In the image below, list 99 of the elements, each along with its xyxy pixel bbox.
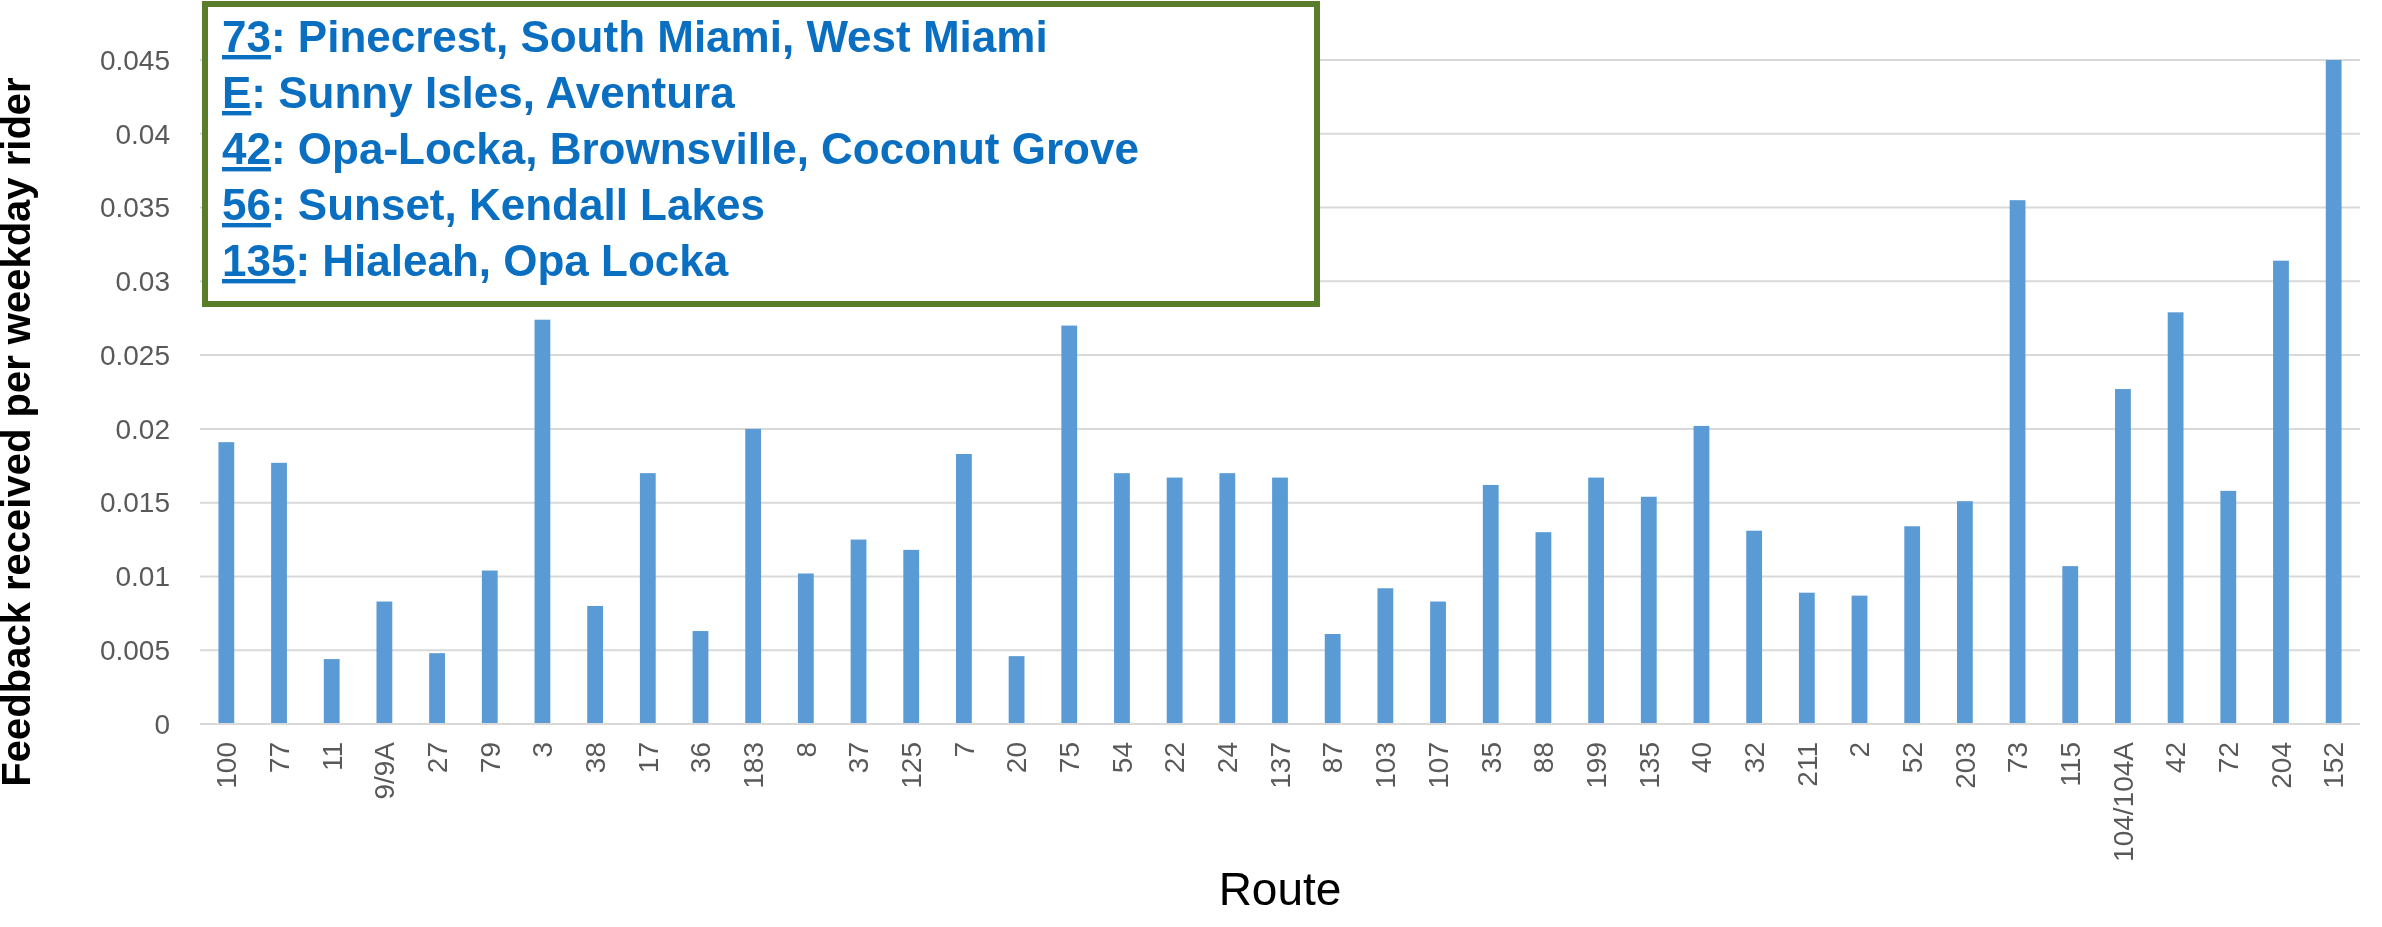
bar — [692, 631, 709, 724]
bar — [1588, 477, 1604, 724]
bar — [1535, 532, 1552, 724]
bar — [587, 605, 604, 724]
bar — [429, 653, 445, 724]
bar — [1430, 601, 1446, 724]
bar — [2273, 260, 2289, 724]
y-tick-label: 0.04 — [115, 118, 170, 150]
bar — [1798, 592, 1815, 724]
x-tick-label: 32 — [1738, 742, 1770, 774]
bar — [2009, 200, 2026, 724]
x-tick-label: 42 — [2160, 742, 2192, 774]
bar — [639, 473, 656, 724]
x-tick-label: 211 — [1791, 742, 1823, 787]
x-tick-label: 17 — [632, 742, 664, 774]
bar — [2325, 60, 2342, 724]
bar — [1324, 633, 1341, 724]
x-tick-label: 183 — [737, 742, 769, 789]
x-tick-label: 22 — [1159, 742, 1191, 774]
x-tick-label: 107 — [1422, 742, 1454, 789]
x-tick-label: 7 — [948, 742, 980, 758]
bar — [1272, 477, 1288, 724]
bar — [1851, 595, 1868, 724]
bar — [2167, 312, 2184, 724]
x-tick-label: 27 — [421, 742, 453, 774]
bar — [850, 539, 867, 724]
x-tick-label: 40 — [1686, 742, 1718, 774]
y-tick-label: 0.015 — [99, 487, 170, 519]
y-axis-title: Feedback received per weekday rider — [0, 77, 38, 787]
x-tick-label: 9/9A — [369, 741, 401, 800]
x-tick-label: 2 — [1844, 742, 1876, 758]
x-tick-label: 79 — [474, 742, 506, 774]
x-tick-label: 11 — [316, 742, 348, 772]
x-axis-title: Route — [1218, 863, 1342, 915]
bar — [1219, 473, 1236, 724]
x-tick-label: 103 — [1370, 742, 1402, 789]
x-tick-label: 203 — [1949, 742, 1981, 789]
bar — [1693, 425, 1710, 724]
x-tick-label: 75 — [1054, 742, 1086, 774]
bar — [2220, 490, 2237, 724]
x-tick-label: 77 — [263, 742, 295, 774]
x-tick-label: 104/104A — [2107, 741, 2139, 862]
x-tick-label: 35 — [1475, 742, 1507, 774]
x-tick-label: 137 — [1264, 742, 1296, 789]
annotation: 56: Sunset, Kendall Lakes — [222, 180, 765, 229]
bar — [271, 462, 287, 724]
bar — [481, 570, 498, 724]
bar — [745, 428, 762, 724]
bar — [956, 453, 972, 724]
bar — [1640, 496, 1657, 724]
bar — [1482, 484, 1499, 724]
x-tick-label: 100 — [211, 742, 243, 789]
x-tick-label: 115 — [2055, 742, 2087, 787]
bar — [376, 601, 393, 724]
x-tick-label: 38 — [579, 742, 611, 774]
x-tick-label: 135 — [1633, 742, 1665, 789]
y-tick-label: 0.045 — [99, 44, 170, 76]
x-tick-label: 36 — [685, 742, 717, 774]
x-tick-label: 87 — [1317, 742, 1349, 774]
bar — [1377, 588, 1394, 724]
bar — [218, 442, 235, 724]
bar — [1746, 530, 1763, 724]
y-tick-label: 0.01 — [115, 561, 170, 593]
x-tick-label: 152 — [2318, 742, 2350, 789]
x-tick-label: 3 — [527, 742, 559, 758]
x-tick-label: 204 — [2265, 742, 2297, 789]
x-tick-label: 199 — [1580, 742, 1612, 789]
bar — [1061, 325, 1078, 724]
bar — [1008, 656, 1025, 724]
bar — [1114, 473, 1130, 724]
bar — [2115, 389, 2131, 724]
x-tick-label: 125 — [896, 742, 928, 789]
bar — [1956, 501, 1973, 724]
bar — [534, 319, 551, 724]
y-tick-label: 0.02 — [115, 413, 170, 445]
x-tick-label: 88 — [1528, 742, 1560, 774]
x-tick-label: 54 — [1106, 742, 1138, 774]
annotation: 42: Opa-Locka, Brownsville, Coconut Grove — [222, 124, 1139, 173]
annotation: E: Sunny Isles, Aventura — [222, 68, 736, 117]
y-tick-label: 0.005 — [99, 635, 170, 667]
x-tick-label: 20 — [1001, 742, 1033, 774]
x-tick-label: 8 — [790, 742, 822, 758]
bar — [323, 659, 340, 724]
y-tick-label: 0.035 — [99, 192, 170, 224]
y-tick-label: 0 — [154, 708, 170, 740]
y-tick-label: 0.025 — [99, 339, 170, 371]
bar — [797, 573, 814, 724]
bar — [1904, 526, 1921, 724]
annotation: 135: Hialeah, Opa Locka — [222, 236, 729, 285]
bar — [2062, 566, 2079, 724]
x-tick-label: 37 — [843, 742, 875, 774]
x-tick-label: 72 — [2213, 742, 2245, 774]
y-tick-label: 0.03 — [115, 266, 170, 298]
x-tick-label: 52 — [1897, 742, 1928, 774]
bar — [903, 549, 920, 724]
x-tick-label: 24 — [1212, 742, 1244, 774]
annotation: 73: Pinecrest, South Miami, West Miami — [222, 12, 1048, 61]
x-tick-label: 73 — [2002, 742, 2034, 774]
bar — [1166, 477, 1183, 724]
